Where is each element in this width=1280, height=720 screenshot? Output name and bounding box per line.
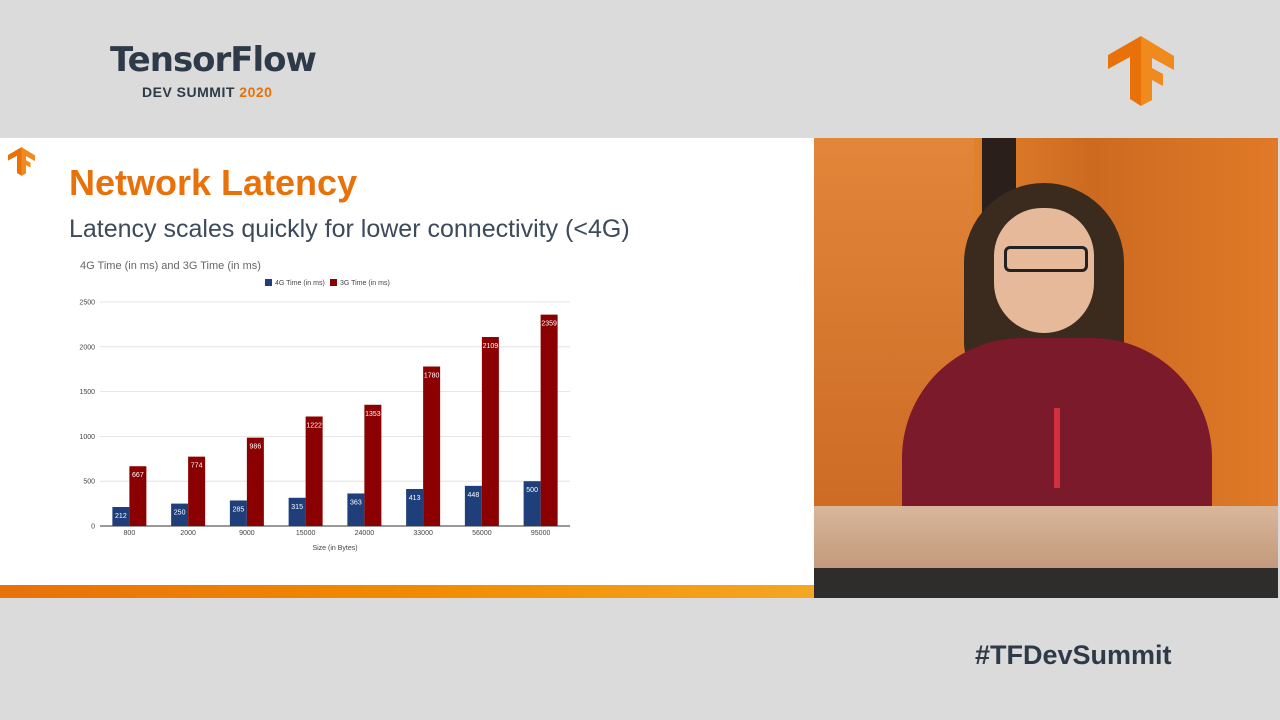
legend-swatch (265, 279, 272, 286)
legend-label: 3G Time (in ms) (340, 280, 390, 287)
brand-title: TensorFlow (110, 40, 317, 80)
bar (540, 314, 558, 526)
y-tick-label: 500 (83, 479, 95, 486)
brand-block: TensorFlow DEV SUMMIT 2020 (110, 40, 317, 100)
bar-value-label: 212 (115, 513, 127, 520)
brand-subtitle-year: 2020 (239, 84, 273, 100)
bar (523, 481, 541, 526)
x-tick-label: 2000 (180, 530, 196, 537)
bar-value-label: 285 (233, 506, 245, 513)
x-tick-label: 33000 (413, 530, 433, 537)
bar (129, 466, 147, 526)
bar-value-label: 1222 (306, 423, 322, 430)
x-tick-label: 9000 (239, 530, 255, 537)
y-tick-label: 1000 (79, 434, 95, 441)
bar-value-label: 363 (350, 499, 362, 506)
bar-value-label: 413 (409, 495, 421, 502)
tensorflow-logo-small-icon (8, 147, 35, 176)
bar-value-label: 2359 (541, 321, 557, 328)
bar-value-label: 2109 (483, 343, 499, 350)
podium-base (814, 568, 1278, 598)
bar (246, 437, 264, 526)
bar (288, 497, 306, 526)
brand-subtitle-prefix: DEV SUMMIT (142, 84, 235, 100)
y-tick-label: 0 (91, 524, 95, 531)
legend-swatch (330, 279, 337, 286)
y-tick-label: 2000 (79, 344, 95, 351)
slide-subtitle: Latency scales quickly for lower connect… (69, 215, 630, 243)
bar (229, 500, 247, 526)
podium (814, 506, 1278, 568)
bar-value-label: 774 (191, 463, 203, 470)
bar (188, 456, 206, 526)
x-tick-label: 15000 (296, 530, 316, 537)
bar (364, 404, 382, 526)
speaker-video (814, 138, 1278, 598)
x-tick-label: 24000 (355, 530, 375, 537)
slide-accent-bar (0, 585, 814, 598)
bar (171, 503, 189, 526)
bar (406, 488, 424, 526)
bar-value-label: 1780 (424, 373, 440, 380)
x-tick-label: 95000 (531, 530, 551, 537)
slide-panel: Network Latency Latency scales quickly f… (0, 138, 814, 598)
bar (305, 416, 323, 526)
speaker-glasses (1004, 246, 1088, 272)
bar-value-label: 250 (174, 510, 186, 517)
bar-value-label: 986 (250, 444, 262, 451)
chart-title: 4G Time (in ms) and 3G Time (in ms) (80, 260, 261, 272)
bar (112, 507, 130, 526)
bar-value-label: 315 (291, 504, 303, 511)
legend-label: 4G Time (in ms) (275, 280, 325, 287)
bar-value-label: 448 (468, 492, 480, 499)
latency-bar-chart: 4G Time (in ms) and 3G Time (in ms) 4G Ti… (79, 260, 570, 552)
tensorflow-logo-icon (1108, 36, 1174, 106)
y-tick-label: 1500 (79, 389, 95, 396)
x-tick-label: 800 (124, 530, 136, 537)
bar-value-label: 1353 (365, 411, 381, 418)
bar (347, 493, 365, 526)
bar-value-label: 500 (526, 487, 538, 494)
speaker-zipper (1054, 408, 1060, 488)
x-axis-label: Size (in Bytes) (312, 545, 357, 552)
bar (481, 337, 499, 526)
bar (464, 485, 482, 526)
event-hashtag: #TFDevSummit (975, 640, 1172, 670)
brand-subtitle: DEV SUMMIT 2020 (142, 84, 272, 100)
y-tick-label: 2500 (79, 300, 95, 307)
bar-value-label: 667 (132, 472, 144, 479)
slide-title: Network Latency (69, 162, 358, 203)
bar (423, 366, 441, 526)
x-tick-label: 56000 (472, 530, 492, 537)
